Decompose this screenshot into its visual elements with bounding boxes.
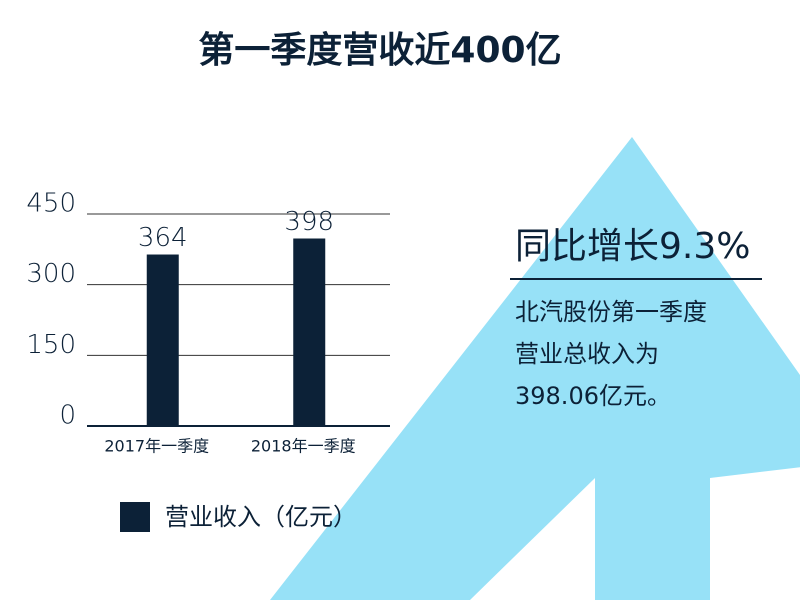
y-tick-label: 0 [59, 401, 76, 431]
x-tick-label: 2018年一季度 [251, 437, 356, 456]
background-arrow [270, 137, 800, 600]
legend-swatch [120, 502, 150, 532]
value-label: 398 [284, 207, 334, 237]
annotation-line: 营业总收入为 [515, 340, 659, 368]
y-tick-label: 150 [26, 330, 76, 360]
annotation-heading: 同比增长9.3% [515, 226, 750, 267]
legend-label: 营业收入（亿元） [165, 503, 357, 531]
annotation-line: 北汽股份第一季度 [515, 298, 707, 326]
y-tick-label: 300 [26, 259, 76, 289]
annotation-line: 398.06亿元。 [515, 382, 671, 410]
chart-title: 第一季度营收近400亿 [198, 30, 561, 71]
value-label: 364 [138, 223, 188, 253]
y-tick-label: 450 [26, 189, 76, 219]
bar [293, 238, 326, 426]
x-tick-label: 2017年一季度 [104, 437, 209, 456]
bar [146, 254, 179, 426]
